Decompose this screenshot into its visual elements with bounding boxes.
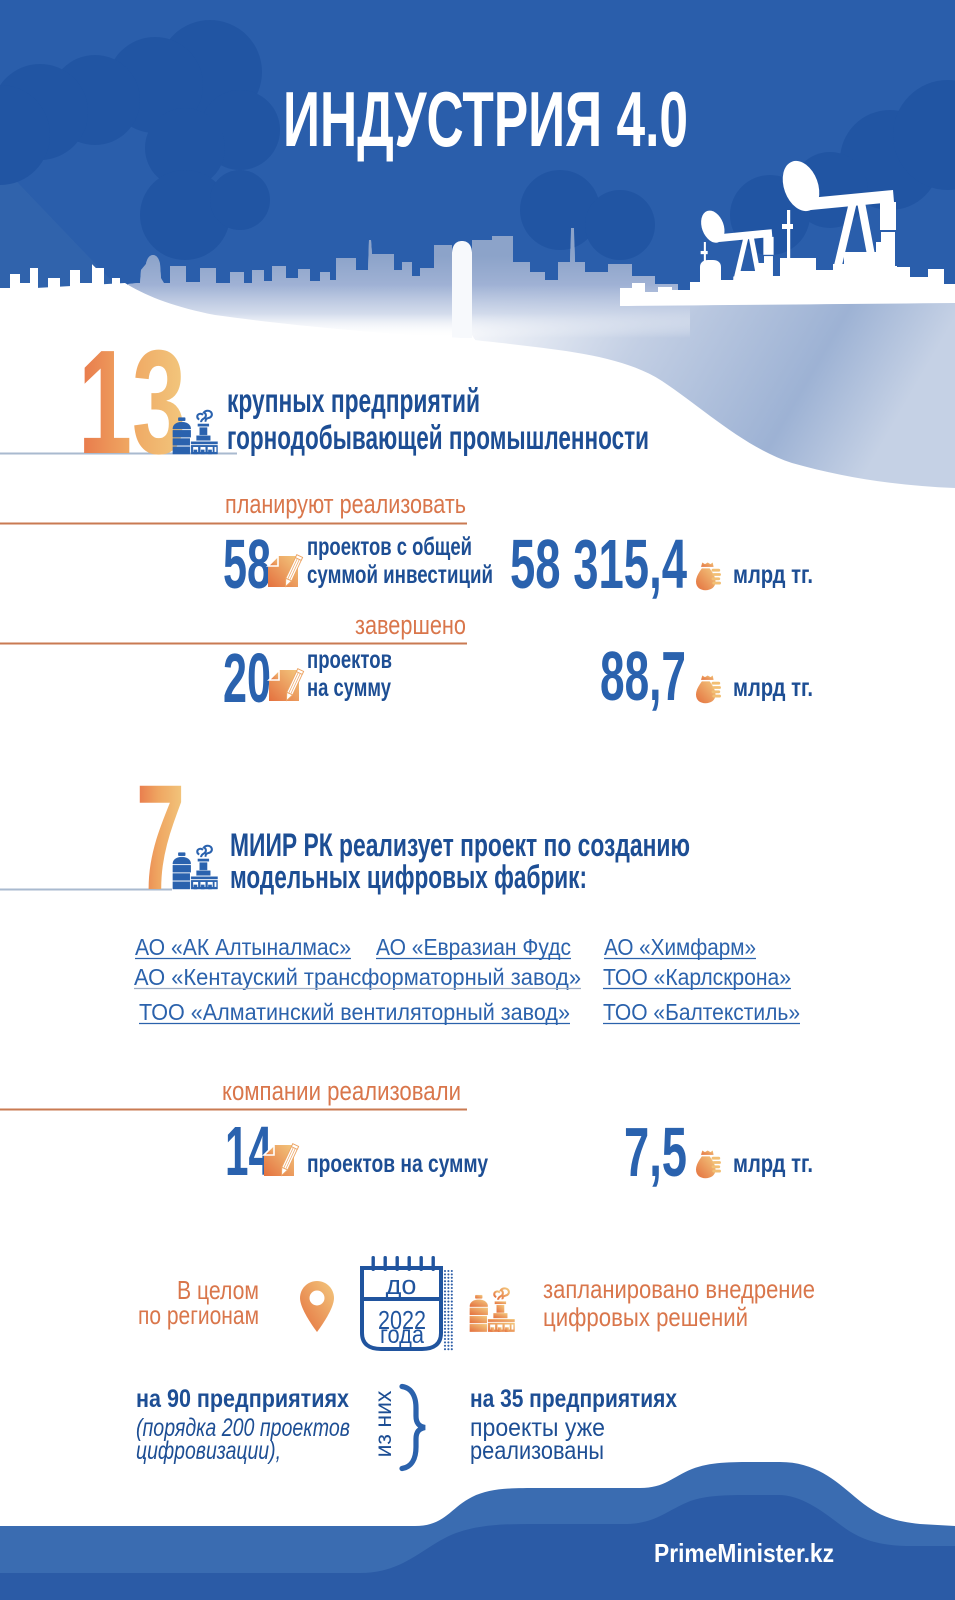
svg-text:(порядка 200 проектов: (порядка 200 проектов (136, 1414, 350, 1442)
svg-text:20: 20 (223, 639, 271, 717)
svg-text:на 35 предприятиях: на 35 предприятиях (470, 1385, 677, 1413)
svg-text:реализованы: реализованы (470, 1437, 604, 1465)
svg-text:горнодобывающей промышленности: горнодобывающей промышленности (227, 419, 649, 456)
svg-text:цифровизации),: цифровизации), (136, 1437, 281, 1465)
svg-text:2022: 2022 (378, 1305, 426, 1335)
svg-text:АО «Евразиан Фудс: АО «Евразиан Фудс (376, 934, 571, 960)
svg-text:планируют реализовать: планируют реализовать (225, 489, 466, 519)
svg-text:запланировано внедрение: запланировано внедрение (543, 1274, 815, 1304)
svg-text:ТОО «Балтекстиль»: ТОО «Балтекстиль» (603, 999, 800, 1025)
svg-text:ТОО «Алматинский вентиляторный: ТОО «Алматинский вентиляторный завод» (139, 999, 570, 1025)
svg-text:крупных предприятий: крупных предприятий (227, 382, 480, 419)
svg-text:проектов: проектов (307, 646, 392, 674)
svg-text:88,7: 88,7 (600, 637, 686, 715)
svg-text:суммой инвестиций: суммой инвестиций (307, 561, 493, 589)
svg-text:13: 13 (78, 320, 186, 485)
svg-text:проектов с общей: проектов с общей (307, 533, 472, 561)
svg-text:компании реализовали: компании реализовали (222, 1076, 461, 1106)
svg-text:млрд тг.: млрд тг. (733, 1150, 813, 1178)
svg-text:АО «Кентауский трансформаторны: АО «Кентауский трансформаторный завод» (134, 964, 581, 990)
svg-text:млрд тг.: млрд тг. (733, 674, 813, 702)
svg-text:проекты уже: проекты уже (470, 1414, 605, 1442)
svg-text:АО «АК Алтыналмас»: АО «АК Алтыналмас» (135, 934, 351, 960)
svg-text:В целом: В целом (177, 1275, 259, 1305)
svg-text:ИНДУСТРИЯ 4.0: ИНДУСТРИЯ 4.0 (283, 75, 688, 163)
svg-text:завершено: завершено (355, 610, 466, 640)
svg-text:58: 58 (223, 525, 271, 603)
svg-text:года: года (380, 1321, 424, 1349)
svg-text:цифровых решений: цифровых решений (543, 1302, 748, 1332)
svg-text:7,5: 7,5 (624, 1113, 687, 1191)
svg-text:58 315,4: 58 315,4 (510, 525, 687, 603)
svg-text:МИИР РК реализует проект по с: МИИР РК реализует проект по созданию (230, 827, 690, 863)
svg-text:по регионам: по регионам (138, 1300, 259, 1330)
svg-text:на 90 предприятиях: на 90 предприятиях (136, 1385, 349, 1413)
svg-text:14: 14 (225, 1112, 272, 1190)
svg-text:АО «Химфарм»: АО «Химфарм» (604, 934, 756, 960)
svg-text:до: до (386, 1270, 417, 1300)
svg-text:млрд тг.: млрд тг. (733, 561, 813, 589)
svg-text:7: 7 (136, 753, 185, 921)
svg-text:из них: из них (370, 1390, 396, 1457)
svg-text:ТОО «Карлскрона»: ТОО «Карлскрона» (603, 964, 791, 990)
svg-text:проектов на сумму: проектов на сумму (307, 1150, 488, 1178)
svg-text:на сумму: на сумму (307, 674, 391, 702)
svg-text:PrimeMinister.kz: PrimeMinister.kz (654, 1538, 834, 1568)
svg-text:модельных цифровых фабрик:: модельных цифровых фабрик: (230, 859, 587, 895)
